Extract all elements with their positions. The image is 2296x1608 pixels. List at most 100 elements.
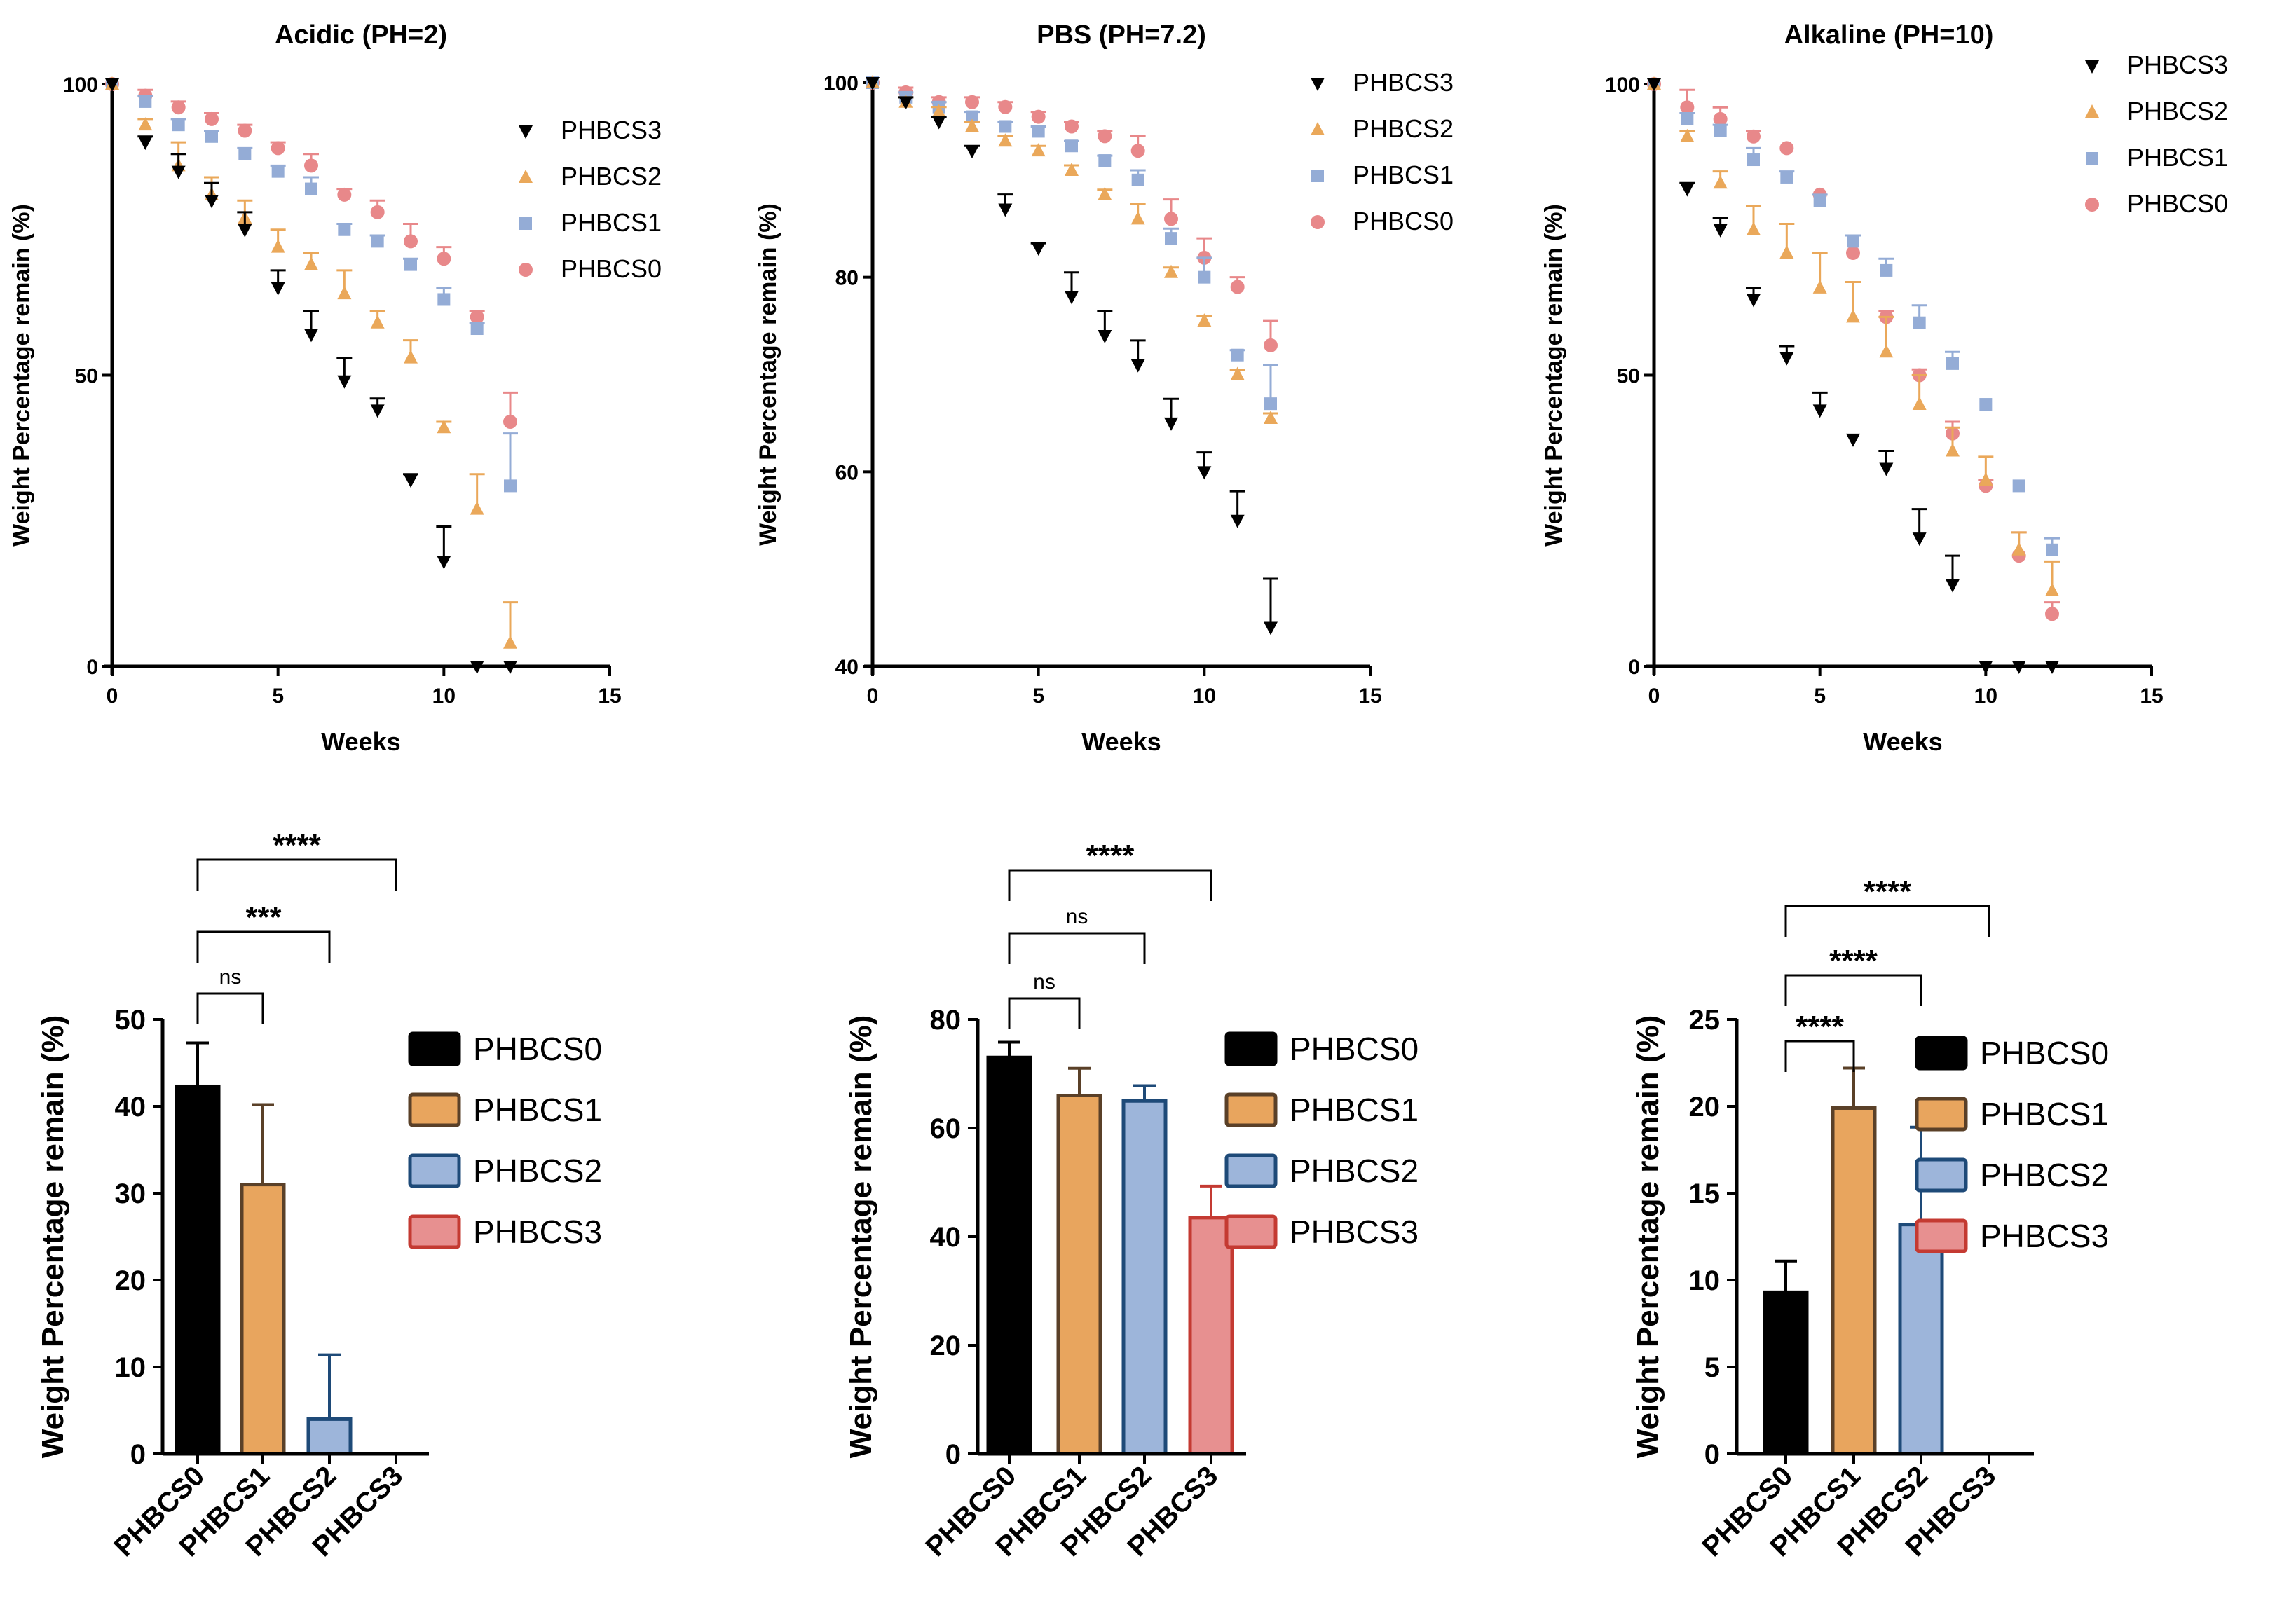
data-point <box>1647 78 1661 92</box>
y-tick-label: 50 <box>115 1005 146 1036</box>
x-tick-label: 10 <box>432 685 456 708</box>
y-tick-label: 15 <box>1689 1178 1721 1209</box>
data-point <box>999 120 1012 133</box>
data-point <box>171 165 186 179</box>
y-tick-label: 30 <box>115 1178 146 1209</box>
data-point <box>1164 417 1178 431</box>
data-point <box>1713 111 1728 126</box>
legend-label: PHBCS0 <box>1290 1031 1419 1067</box>
legend-label: PHBCS3 <box>1353 68 1454 97</box>
legend-label: PHBCS3 <box>1290 1214 1419 1250</box>
legend-marker-phbcs3 <box>2085 60 2099 74</box>
data-point <box>931 116 946 130</box>
legend-label: PHBCS3 <box>1980 1218 2109 1254</box>
series-phbcs0 <box>866 76 1278 352</box>
data-point <box>1164 212 1178 226</box>
x-tick-label: 5 <box>272 685 284 708</box>
chart-alkaline: Alkaline (PH=10) 0 50 100 0 5 10 15 Weeks Weight … <box>1540 20 2228 756</box>
data-point <box>138 137 153 151</box>
significance-bracket <box>196 858 397 891</box>
x-tick-label: 0 <box>107 685 118 708</box>
significance-bracket <box>1008 869 1212 901</box>
significance-bracket <box>1008 932 1146 964</box>
y-tick-label: 100 <box>824 72 859 95</box>
data-point <box>205 130 218 143</box>
data-point <box>437 420 451 434</box>
data-point <box>470 310 484 324</box>
legend-marker-phbcs2 <box>2085 104 2099 118</box>
data-point <box>1912 397 1927 411</box>
data-point <box>1098 154 1112 167</box>
data-point <box>238 147 252 160</box>
data-point <box>1197 313 1212 327</box>
data-point <box>2012 479 2025 493</box>
data-point <box>1912 532 1927 547</box>
data-point <box>1264 397 1277 411</box>
series-phbcs3 <box>1647 78 2059 674</box>
data-point <box>338 223 351 236</box>
y-tick-label: 100 <box>1605 74 1640 97</box>
y-axis-label: Weight Percentage remain (%) <box>755 203 781 546</box>
data-point <box>271 282 285 296</box>
data-point <box>1713 175 1728 189</box>
data-point <box>1747 221 1761 235</box>
legend-label: PHBCS0 <box>1353 207 1454 235</box>
legend-label: PHBCS2 <box>473 1153 602 1189</box>
data-point <box>1065 162 1079 176</box>
y-tick-label: 80 <box>835 267 859 290</box>
y-tick-label: 25 <box>1689 1005 1721 1036</box>
significance-label: **** <box>273 828 321 863</box>
legend-swatch-phbcs0 <box>1224 1031 1278 1066</box>
y-tick-label: 10 <box>115 1352 146 1383</box>
data-point <box>1231 348 1244 362</box>
data-point <box>1230 366 1245 380</box>
data-point <box>1098 186 1112 200</box>
data-point <box>1913 316 1926 329</box>
series-phbcs3 <box>105 78 517 674</box>
x-axis-label: Weeks <box>1863 727 1942 756</box>
data-point <box>898 96 913 110</box>
data-point <box>1130 359 1145 373</box>
data-point <box>437 293 451 306</box>
data-point <box>271 141 285 156</box>
data-point <box>2011 661 2026 674</box>
bar-chart-pbs: 0 20 40 60 80 PHBCS0 PHBCS1 PHBCS2 PHBCS3 Weight … <box>844 839 1419 1562</box>
significance-label: *** <box>245 900 282 935</box>
data-point <box>1098 329 1112 343</box>
data-point <box>1879 462 1894 476</box>
legend-label: PHBCS0 <box>473 1031 602 1067</box>
legend-swatch-phbcs3 <box>1915 1218 1968 1253</box>
legend-swatch-phbcs2 <box>1915 1157 1968 1193</box>
legend-label: PHBCS1 <box>2127 143 2228 172</box>
data-point <box>1264 338 1278 352</box>
data-point <box>1714 124 1727 137</box>
bar-phbcs2 <box>1121 1099 1168 1456</box>
legend-swatch-phbcs2 <box>408 1153 461 1188</box>
y-tick-label: 100 <box>63 74 98 97</box>
x-tick-label: 15 <box>598 685 621 708</box>
legend-label: PHBCS1 <box>561 208 662 237</box>
data-point <box>1879 344 1894 358</box>
data-point <box>470 322 484 336</box>
y-tick-label: 40 <box>115 1092 146 1122</box>
bar-phbcs1 <box>1831 1106 1877 1456</box>
data-point <box>1847 235 1859 248</box>
data-point <box>337 286 352 300</box>
data-point <box>1946 579 1960 593</box>
legend-swatch-phbcs1 <box>1224 1092 1278 1127</box>
data-point <box>504 479 517 493</box>
legend-marker-phbcs3 <box>1311 78 1325 91</box>
data-point <box>404 350 418 364</box>
significance-label: ns <box>1066 905 1088 928</box>
data-point <box>2045 582 2059 596</box>
data-point <box>503 635 517 649</box>
data-point <box>404 474 418 488</box>
data-point <box>1065 119 1079 134</box>
data-point <box>304 329 318 343</box>
data-point <box>965 145 979 159</box>
data-point <box>1779 245 1794 259</box>
x-axis-label: Weeks <box>321 727 400 756</box>
x-tick-label: 5 <box>1032 685 1044 708</box>
data-point <box>1747 294 1761 308</box>
